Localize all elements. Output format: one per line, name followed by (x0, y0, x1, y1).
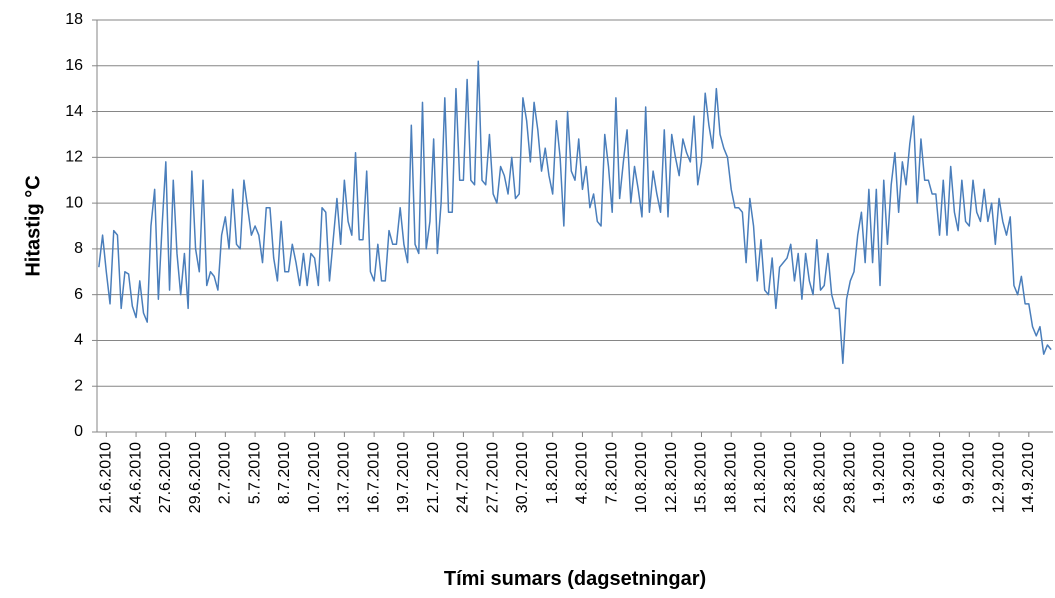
y-tick-label: 18 (65, 11, 83, 28)
x-tick-label: 6.9.2010 (931, 442, 948, 504)
x-tick-label: 9.9.2010 (961, 442, 978, 504)
x-tick-label: 18.8.2010 (722, 442, 739, 513)
y-tick-label: 12 (65, 149, 83, 166)
y-tick-label: 0 (74, 423, 83, 440)
x-axis-title: Tími sumars (dagsetningar) (444, 568, 706, 590)
x-tick-label: 21.6.2010 (98, 442, 115, 513)
y-tick-label: 10 (65, 194, 83, 211)
x-tick-label: 24.6.2010 (127, 442, 144, 513)
x-tick-label: 1.9.2010 (871, 442, 888, 504)
y-tick-label: 6 (74, 286, 83, 303)
x-tick-label: 10.8.2010 (633, 442, 650, 513)
x-tick-label: 7.8.2010 (603, 442, 620, 504)
x-tick-label: 15.8.2010 (693, 442, 710, 513)
x-tick-label: 19.7.2010 (395, 442, 412, 513)
x-tick-label: 29.8.2010 (841, 442, 858, 513)
y-axis-title: Hitastig °C (22, 175, 44, 276)
x-tick-label: 27.6.2010 (157, 442, 174, 513)
x-tick-label: 27.7.2010 (484, 442, 501, 513)
x-tick-label: 24.7.2010 (455, 442, 472, 513)
x-tick-label: 12.8.2010 (663, 442, 680, 513)
x-tick-label: 23.8.2010 (782, 442, 799, 513)
y-tick-label: 2 (74, 377, 83, 394)
x-tick-label: 3.9.2010 (901, 442, 918, 504)
temperature-line (98, 60, 1052, 365)
x-tick-label: 21.7.2010 (425, 442, 442, 513)
y-tick-label: 16 (65, 57, 83, 74)
x-tick-label: 13.7.2010 (336, 442, 353, 513)
x-tick-label: 30.7.2010 (514, 442, 531, 513)
x-tick-label: 4.8.2010 (574, 442, 591, 504)
x-tick-label: 14.9.2010 (1020, 442, 1037, 513)
x-tick-label: 1.8.2010 (544, 442, 561, 504)
x-tick-label: 8.7.2010 (276, 442, 293, 504)
y-tick-label: 4 (74, 332, 83, 349)
x-tick-label: 2.7.2010 (217, 442, 234, 504)
x-tick-label: 5.7.2010 (246, 442, 263, 504)
y-tick-label: 8 (74, 240, 83, 257)
x-tick-label: 16.7.2010 (365, 442, 382, 513)
x-tick-label: 10.7.2010 (306, 442, 323, 513)
x-tick-label: 26.8.2010 (812, 442, 829, 513)
x-tick-label: 12.9.2010 (990, 442, 1007, 513)
y-tick-label: 14 (65, 103, 83, 120)
x-tick-label: 21.8.2010 (752, 442, 769, 513)
x-tick-label: 29.6.2010 (187, 442, 204, 513)
